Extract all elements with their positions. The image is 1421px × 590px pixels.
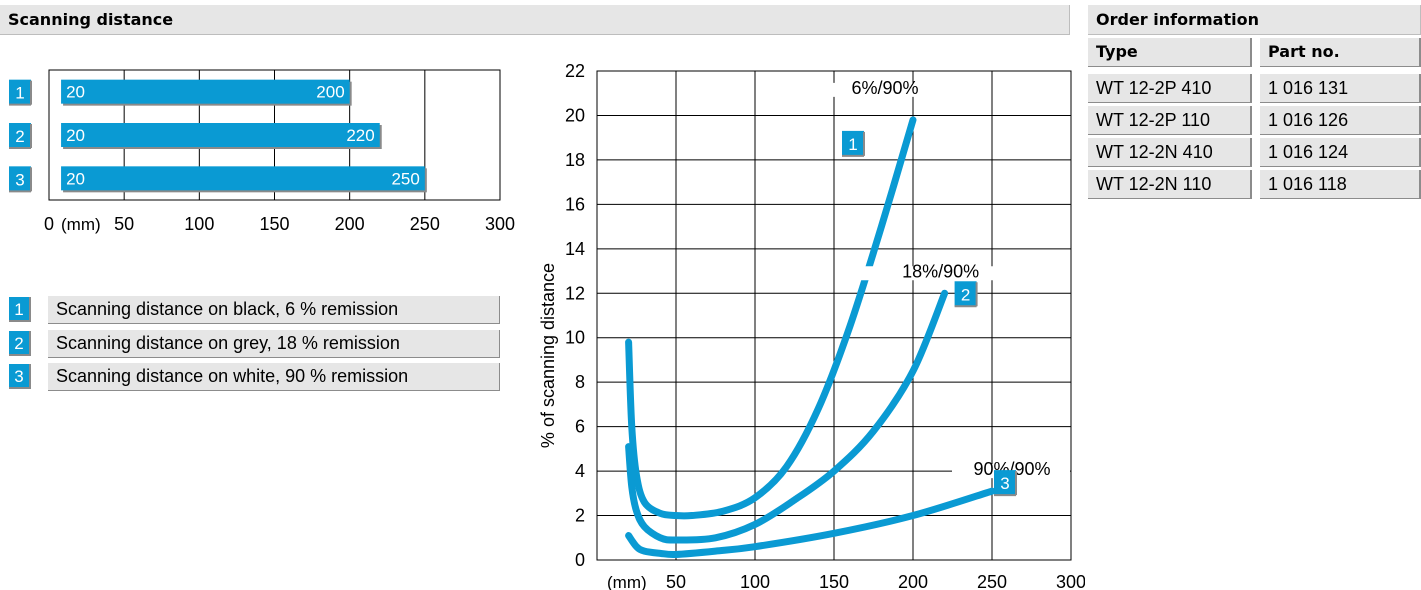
x-tick-label: 300 (485, 214, 515, 234)
series-line (625, 487, 996, 559)
bar-start-label: 20 (66, 126, 85, 145)
y-axis-label: % of scanning distance (538, 263, 558, 448)
bar-end-label: 200 (316, 83, 344, 102)
cell-part-no: 1 016 131 (1260, 74, 1421, 103)
bar-start-label: 20 (66, 83, 85, 102)
cell-type: WT 12-2P 110 (1088, 106, 1252, 135)
series-label: 6%/90% (851, 78, 918, 98)
y-tick-label: 18 (565, 150, 585, 170)
x-tick-label: 50 (666, 572, 686, 590)
order-header: Order information (1088, 5, 1421, 35)
series-line (625, 116, 917, 520)
series-badge (954, 281, 977, 307)
x-tick-label: 300 (1056, 572, 1085, 590)
y-tick-label: 22 (565, 61, 585, 81)
cell-part-no: 1 016 118 (1260, 170, 1421, 199)
cell-part-no: 1 016 126 (1260, 106, 1421, 135)
x-tick-label: 150 (819, 572, 849, 590)
x-tick-label: 50 (114, 214, 134, 234)
cell-type: WT 12-2N 110 (1088, 170, 1252, 199)
y-tick-label: 4 (575, 461, 585, 481)
column-header-type: Type (1088, 38, 1252, 67)
category-label: 2 (15, 127, 24, 146)
x-tick-label: 100 (740, 572, 770, 590)
bar (61, 166, 425, 191)
legend-item: Scanning distance on grey, 18 % remissio… (48, 330, 500, 358)
legend-badge: 2 (9, 331, 31, 356)
bar-start-label: 20 (66, 169, 85, 188)
x-tick-label: 200 (898, 572, 928, 590)
x-tick-label: 0 (44, 214, 54, 234)
series-badge (994, 470, 1016, 496)
series-badge (842, 130, 864, 156)
bar (61, 123, 380, 147)
section-header: Scanning distance (0, 5, 1070, 35)
x-axis-label: (mm) (607, 573, 647, 590)
y-tick-label: 16 (565, 194, 585, 214)
category-badge (9, 166, 31, 192)
category-badge (9, 79, 31, 105)
x-tick-label: 150 (259, 214, 289, 234)
cell-type: WT 12-2P 410 (1088, 74, 1252, 103)
order-title: Order information (1096, 10, 1259, 29)
category-label: 1 (15, 84, 24, 103)
category-badge (9, 123, 31, 148)
series-badge-label: 2 (961, 285, 970, 304)
y-tick-label: 8 (575, 372, 585, 392)
series-label: 18%/90% (902, 261, 979, 281)
cell-part-no: 1 016 124 (1260, 138, 1421, 167)
x-tick-label: 250 (977, 572, 1007, 590)
legend-badge: 3 (9, 364, 31, 389)
x-tick-label: 100 (184, 214, 214, 234)
series-badge-label: 1 (848, 135, 857, 154)
legend-item: Scanning distance on black, 6 % remissio… (48, 296, 500, 324)
column-header-part-no: Part no. (1260, 38, 1421, 67)
bar-end-label: 250 (391, 169, 419, 188)
legend-item: Scanning distance on white, 90 % remissi… (48, 363, 500, 391)
legend-badge: 1 (9, 297, 31, 322)
series-label: 90%/90% (973, 459, 1050, 479)
x-unit-label: (mm) (61, 215, 101, 234)
category-label: 3 (15, 170, 24, 189)
y-tick-label: 2 (575, 506, 585, 526)
section-title: Scanning distance (8, 10, 174, 29)
y-tick-label: 6 (575, 417, 585, 437)
series-line (625, 289, 949, 544)
y-tick-label: 12 (565, 283, 585, 303)
y-tick-label: 10 (565, 328, 585, 348)
y-tick-label: 0 (575, 550, 585, 570)
x-tick-label: 250 (410, 214, 440, 234)
bar-end-label: 220 (346, 126, 374, 145)
y-tick-label: 14 (565, 239, 585, 259)
y-tick-label: 20 (565, 105, 585, 125)
scanning-distance-line-chart: 50 100 150 200 250 3000246810121416182022(mm)… (538, 61, 1085, 590)
cell-type: WT 12-2N 410 (1088, 138, 1252, 167)
x-tick-label: 200 (335, 214, 365, 234)
bar (61, 79, 350, 104)
series-badge-label: 3 (1000, 474, 1009, 493)
